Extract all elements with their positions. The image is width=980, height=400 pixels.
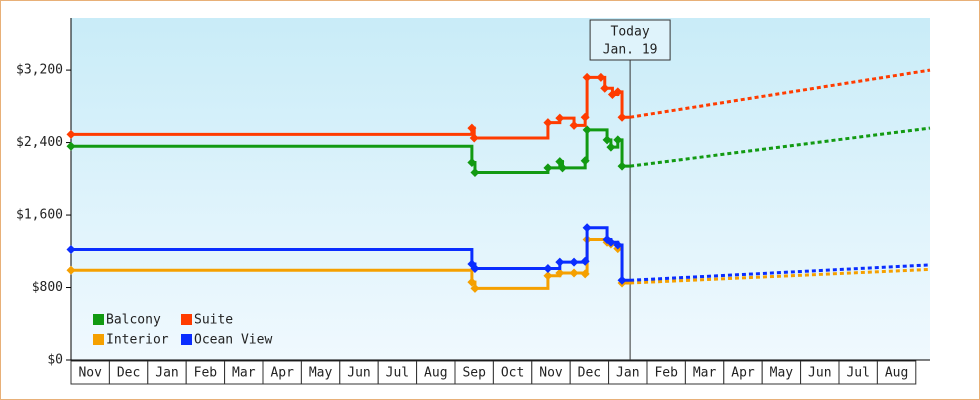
point — [470, 167, 480, 177]
point — [66, 244, 76, 254]
point — [467, 158, 477, 168]
point — [543, 163, 553, 173]
legend-label: Ocean View — [194, 333, 272, 348]
point — [558, 163, 568, 173]
x-tick-label: Sep — [462, 366, 486, 381]
point — [582, 223, 592, 233]
x-tick-label: Jan — [155, 366, 178, 381]
point — [613, 87, 623, 97]
point — [555, 257, 565, 267]
x-tick-label: May — [770, 366, 794, 381]
point — [555, 113, 565, 123]
x-tick-label: Aug — [424, 366, 447, 381]
point — [582, 125, 592, 135]
point — [469, 133, 479, 143]
x-tick-label: Jan — [616, 366, 639, 381]
legend-swatch — [181, 314, 192, 325]
x-tick-cell — [876, 360, 917, 385]
x-tick-label: Apr — [270, 366, 294, 381]
x-tick-label: Dec — [578, 366, 601, 381]
legend-swatch — [181, 334, 192, 345]
point — [66, 129, 76, 139]
point — [617, 161, 627, 171]
point — [569, 120, 579, 130]
point — [613, 240, 623, 250]
point — [543, 263, 553, 273]
point — [580, 156, 590, 166]
legend-label: Balcony — [106, 313, 161, 328]
x-tick-label: Aug — [885, 366, 908, 381]
y-tick-label: $1,600 — [16, 208, 63, 223]
legend-swatch — [93, 334, 104, 345]
point — [569, 257, 579, 267]
point — [467, 277, 477, 287]
point — [596, 72, 606, 82]
x-tick-label: Jul — [846, 366, 869, 381]
y-tick-label: $0 — [47, 353, 63, 368]
point — [543, 118, 553, 128]
legend-label: Interior — [106, 333, 169, 348]
x-tick-label: May — [309, 366, 333, 381]
projection-line — [629, 126, 931, 168]
point — [606, 237, 616, 247]
point — [606, 142, 616, 152]
point — [543, 271, 553, 281]
point — [569, 268, 579, 278]
point — [66, 265, 76, 275]
point — [580, 269, 590, 279]
point — [582, 72, 592, 82]
x-tick-label: Feb — [654, 366, 678, 381]
x-tick-label: Apr — [731, 366, 755, 381]
x-tick-label: Jun — [347, 366, 370, 381]
point — [470, 263, 480, 273]
point — [617, 112, 627, 122]
point — [617, 275, 627, 285]
point — [600, 83, 610, 93]
point — [580, 256, 590, 266]
point — [613, 135, 623, 145]
projection-line — [630, 263, 931, 282]
point — [470, 283, 480, 293]
point — [602, 135, 612, 145]
y-tick-label: $3,200 — [16, 63, 63, 78]
x-tick-label: Jun — [808, 366, 831, 381]
legend-label: Suite — [194, 313, 233, 328]
today-label: Jan. 19 — [603, 43, 658, 58]
x-tick-label: Oct — [501, 366, 524, 381]
y-tick-label: $800 — [32, 280, 63, 295]
x-tick-label: Mar — [232, 366, 256, 381]
x-tick-label: Mar — [693, 366, 717, 381]
x-tick-label: Dec — [117, 366, 140, 381]
legend-swatch — [93, 314, 104, 325]
today-box — [589, 19, 671, 61]
today-label: Today — [611, 25, 650, 40]
plot-area — [71, 18, 930, 360]
point — [467, 123, 477, 133]
point — [580, 112, 590, 122]
projection-line — [630, 267, 931, 285]
y-tick-label: $2,400 — [16, 135, 63, 150]
x-tick-label: Jul — [386, 366, 409, 381]
x-tick-label: Feb — [194, 366, 218, 381]
point — [66, 141, 76, 151]
x-tick-label: Nov — [78, 366, 102, 381]
point — [555, 157, 565, 167]
x-tick-label: Nov — [539, 366, 563, 381]
projection-line — [629, 68, 931, 119]
point — [555, 268, 565, 278]
